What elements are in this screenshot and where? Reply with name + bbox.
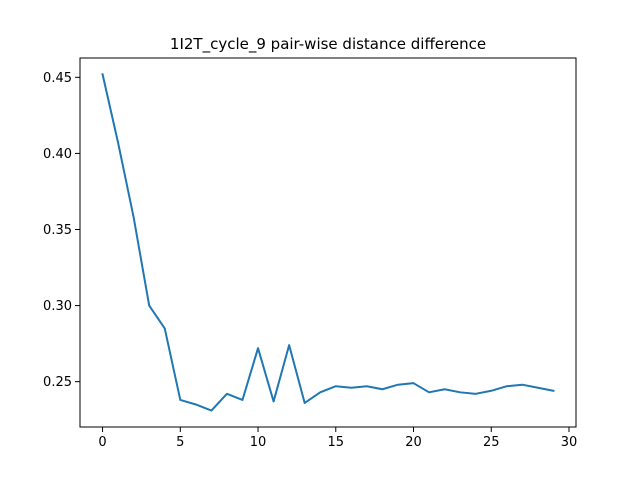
axes-frame	[79, 57, 577, 428]
series-line-0	[101, 73, 555, 412]
x-tick-label: 20	[405, 435, 422, 450]
y-tick-label: 0.25	[43, 375, 72, 390]
x-tick-label: 0	[98, 435, 106, 450]
x-tick-label: 15	[328, 435, 345, 450]
y-tick-label: 0.35	[43, 223, 72, 238]
x-tick-label: 25	[483, 435, 500, 450]
x-tick-label: 10	[250, 435, 267, 450]
y-tick-label: 0.40	[43, 147, 72, 162]
x-tick-label: 30	[561, 435, 578, 450]
plot-area: 0 5 10 15 20 25 30 0.25 0.30 0.35 0.40 0.45	[43, 57, 578, 450]
y-tick-label: 0.45	[43, 71, 72, 86]
x-tick-label: 5	[176, 435, 184, 450]
y-tick-label: 0.30	[43, 299, 72, 314]
chart-title: 1I2T_cycle_9 pair-wise distance differen…	[170, 35, 486, 54]
